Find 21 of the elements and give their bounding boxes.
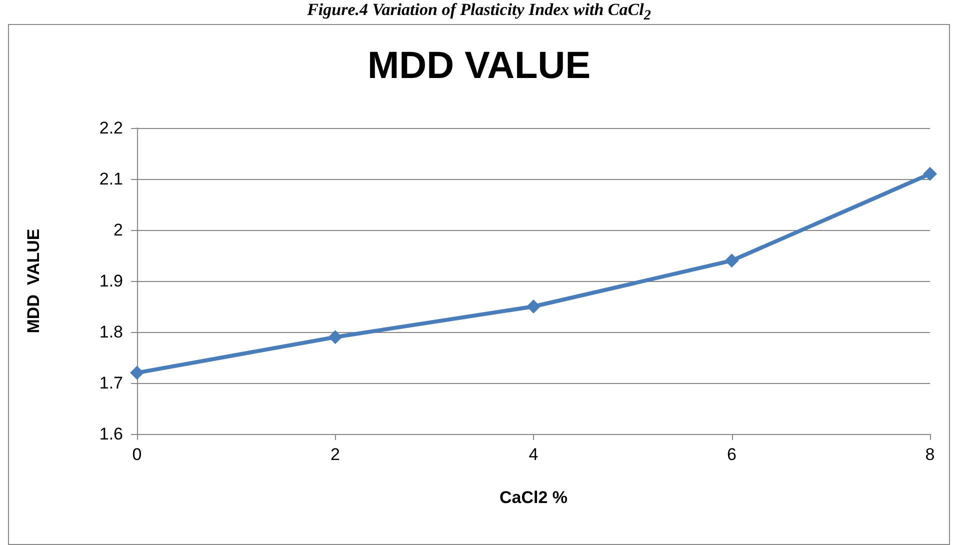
y-tick-label: 1.7 bbox=[99, 374, 123, 392]
point bbox=[923, 166, 937, 181]
x-tick-label: 6 bbox=[727, 445, 736, 464]
x-tick-label: 4 bbox=[528, 445, 538, 464]
x-axis-title: CaCl2 % bbox=[499, 488, 568, 507]
point bbox=[526, 300, 540, 314]
y-tick-label: 1.6 bbox=[99, 424, 123, 444]
y-tick-label: 1.8 bbox=[99, 322, 123, 342]
point bbox=[130, 366, 144, 380]
y-tick-label: 2 bbox=[114, 220, 123, 240]
chart-title: MDD VALUE bbox=[367, 45, 591, 87]
x-tick-label: 2 bbox=[330, 445, 340, 464]
point bbox=[328, 330, 342, 344]
y-axis-title: MDD VALUE bbox=[24, 228, 43, 334]
x-tick-label: 8 bbox=[925, 445, 935, 464]
y-tick-label: 2.1 bbox=[99, 170, 123, 188]
point bbox=[724, 254, 739, 268]
x-tick-label: 0 bbox=[132, 445, 142, 464]
y-tick-label: 1.9 bbox=[99, 272, 123, 290]
y-tick-label: 2.2 bbox=[99, 118, 123, 138]
text: Figure.4 Variation of Plasticity Index with CaCl$_{2}$ bbox=[306, 0, 652, 24]
